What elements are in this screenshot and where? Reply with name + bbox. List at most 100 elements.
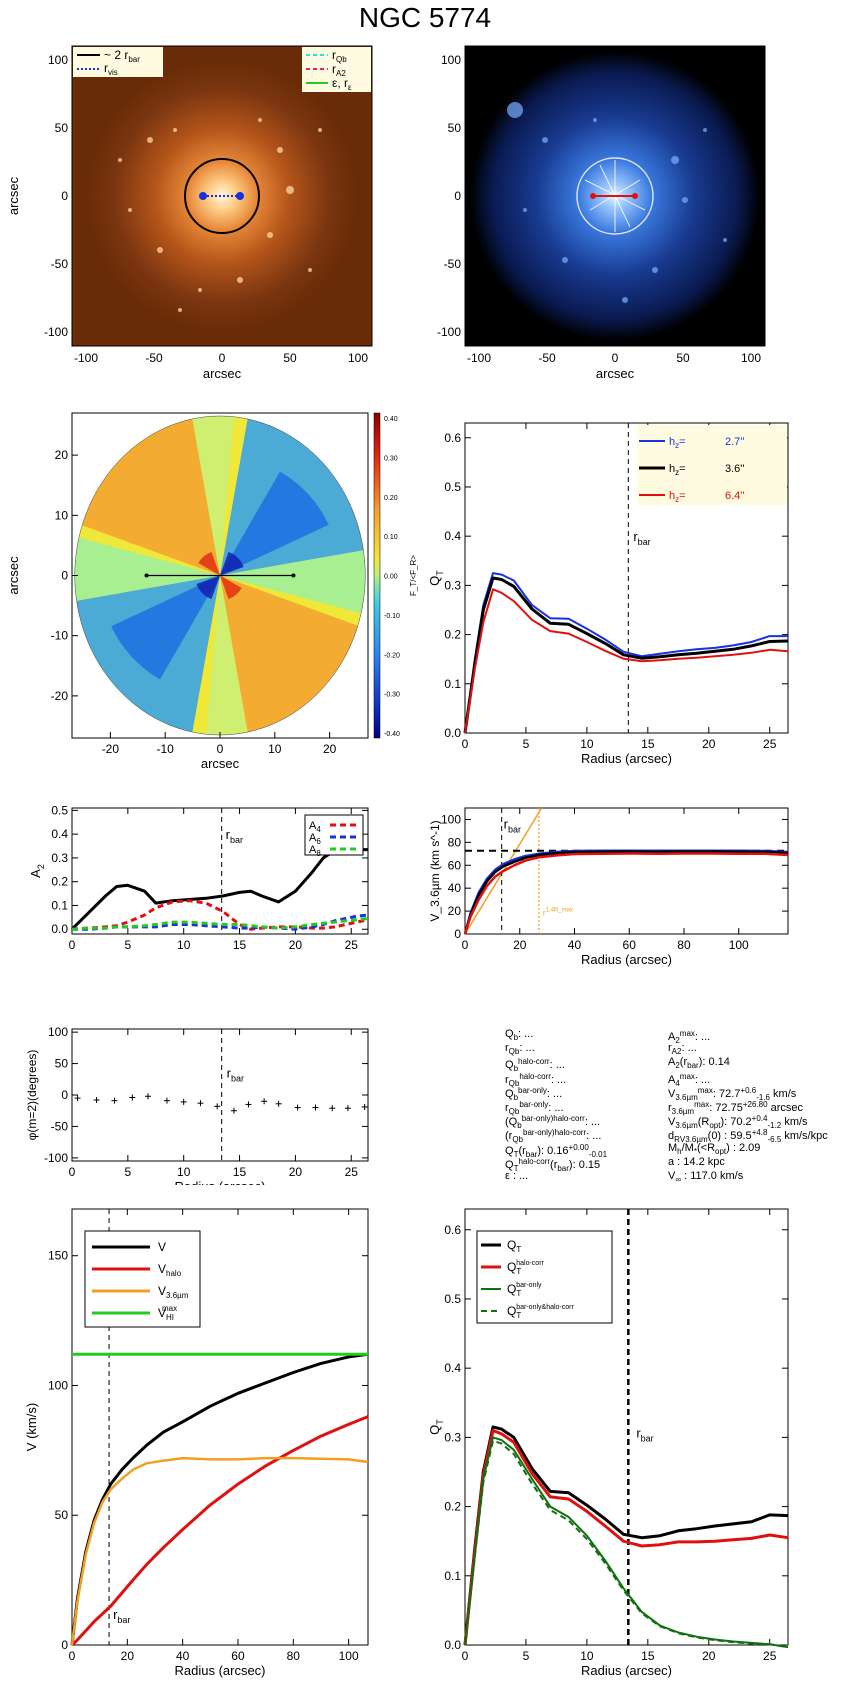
info-fragment: : ...	[694, 1031, 711, 1043]
info-line: a : 14.2 kpc	[668, 1155, 828, 1169]
y-tick-labels: 100 50 0 -50 -100	[437, 53, 461, 339]
x-tick-label: 10	[177, 938, 191, 952]
y-tick-label: -10	[51, 629, 69, 643]
info-fragment: ): 0.16	[537, 1144, 569, 1157]
info-fragment: (r	[550, 1158, 558, 1171]
y-tick-label: 40	[448, 881, 462, 895]
x-tick-label: 0	[217, 742, 224, 756]
info-fragment: +0.6	[740, 1085, 757, 1095]
y-tick-label: 0.5	[51, 803, 68, 817]
info-fragment: h	[677, 1146, 682, 1156]
colorbar-tick-label: 0.40	[384, 416, 398, 423]
info-line: A4max: ...	[668, 1070, 828, 1088]
qtc-series-2	[464, 1436, 789, 1649]
svg-text:0: 0	[219, 351, 226, 365]
info-fragment: -1.2	[767, 1121, 782, 1131]
y-tick-label: 0	[61, 569, 68, 583]
info-fragment: V	[668, 1116, 676, 1129]
wedge-transition	[220, 530, 366, 643]
info-fragment: bar	[557, 1163, 569, 1173]
x-tick-label: 80	[287, 1649, 301, 1663]
info-fragment: A	[668, 1031, 676, 1043]
info-fragment: (0) : 59.5	[707, 1130, 752, 1143]
svg-text:-50: -50	[444, 257, 462, 271]
x-tick-label: 100	[729, 938, 749, 952]
svg-text:100: 100	[441, 53, 461, 67]
info-fragment: : ...	[584, 1116, 601, 1129]
rbar-label: rbar	[504, 817, 521, 835]
info-fragment: ε : ...	[505, 1169, 529, 1182]
info-fragment: (Q	[505, 1116, 518, 1129]
legend-box-left	[73, 47, 163, 77]
phase-point	[93, 1097, 100, 1104]
phase-point	[361, 1103, 368, 1110]
info-fragment: Q	[505, 1087, 514, 1100]
info-fragment: 4	[675, 1078, 680, 1088]
y-axis-label: QT	[427, 570, 445, 586]
x-tick-label: 100	[339, 1649, 359, 1663]
blue-image-panel: -100 -50 0 50 100 100 50 0 -50 -100 arcs…	[425, 40, 850, 395]
info-line: dRV3.6µm(0) : 59.5+4.8-6.5 km/s/kpc	[668, 1126, 828, 1144]
x-tick-label: 5	[125, 1165, 132, 1179]
rot-series-V3.6µm	[70, 1456, 369, 1646]
x-tick-label: 20	[121, 1649, 135, 1663]
qtc-series-3	[464, 1439, 789, 1649]
legend-entry: QT	[507, 1238, 521, 1254]
wedge-core-blue	[196, 575, 220, 599]
plot-frame	[71, 1208, 369, 1646]
wedge-core-red	[198, 552, 220, 576]
legend-rvis: rvis	[104, 61, 118, 77]
info-line: QThalo-corr(rbar): 0.15	[505, 1155, 607, 1173]
x-tick-label: 60	[231, 1649, 245, 1663]
phase-point	[129, 1094, 136, 1101]
colorbar-label: F_T/<F_R>	[409, 555, 418, 596]
legend-entry: A6	[309, 832, 321, 846]
svg-text:100: 100	[48, 53, 68, 67]
legend-entry: hz= 6.4''	[669, 490, 745, 504]
svg-text:50: 50	[676, 351, 690, 365]
qt-profile-svg: 0 5 10 15 20 25 0.0 0.1 0.2 0.3 0.4 0.5 0.6 Radius (a…	[427, 422, 789, 766]
colorbar-tick-label: -0.20	[384, 652, 400, 659]
legend-entry: V	[158, 1240, 166, 1254]
wedge-negative-core	[111, 575, 220, 680]
x-tick-labels: -100 -50 0 50 100	[74, 351, 368, 365]
info-fragment: b	[513, 1092, 519, 1102]
y-tick-label: 0.4	[444, 529, 461, 543]
info-fragment: 3.6µm	[671, 1106, 695, 1116]
info-column-right: A2max: ... rA2: ... A2(rbar): 0.14 A4max: .…	[668, 1027, 828, 1184]
image-frame	[71, 45, 373, 347]
legend-entry: A4	[309, 820, 321, 834]
info-fragment: 3.6µm	[675, 1121, 698, 1131]
info-fragment: M	[668, 1141, 678, 1154]
plot-frame	[464, 422, 789, 734]
rvis-circle	[184, 158, 260, 234]
rmax-label: r1.4R_max	[543, 908, 573, 918]
phase-point	[197, 1100, 204, 1107]
info-fragment: r	[668, 1042, 672, 1055]
x-axis-label: Radius (arcsec)	[174, 1179, 265, 1185]
y-axis-label: arcsec	[6, 176, 21, 215]
x-tick-label: 25	[763, 1649, 777, 1663]
rbar-label: rbar	[633, 529, 650, 547]
info-fragment: max	[694, 1099, 710, 1109]
legend-entry: hz= 2.7''	[669, 436, 745, 450]
info-fragment: /M	[681, 1141, 694, 1154]
info-fragment: : ...	[548, 1101, 564, 1114]
fourier-series-A8	[71, 917, 369, 931]
bar-end-left	[199, 192, 207, 200]
x-tick-label: 20	[702, 1649, 716, 1663]
legend-eps: ε, rε	[332, 76, 352, 92]
x-tick-label: -10	[157, 742, 175, 756]
y-tick-label: 100	[48, 1025, 68, 1039]
rbar-label: rbar	[113, 1607, 130, 1625]
info-fragment: : ...	[586, 1130, 602, 1143]
info-fragment: +26.80	[742, 1099, 768, 1109]
rotation-curves-panel: 0 20 40 60 80 100 0 50 100 150 Radius (arcsec) V (k…	[0, 1205, 425, 1705]
legend-rqb: rQb	[332, 48, 347, 64]
info-fragment: : ...	[694, 1073, 711, 1086]
phase-point	[245, 1101, 252, 1108]
x-tick-label: 60	[623, 938, 637, 952]
y-tick-label: 0.2	[51, 875, 68, 889]
y-tick-labels: 100 50 0 -50 -100	[44, 53, 68, 339]
x-tick-label: 15	[233, 938, 247, 952]
